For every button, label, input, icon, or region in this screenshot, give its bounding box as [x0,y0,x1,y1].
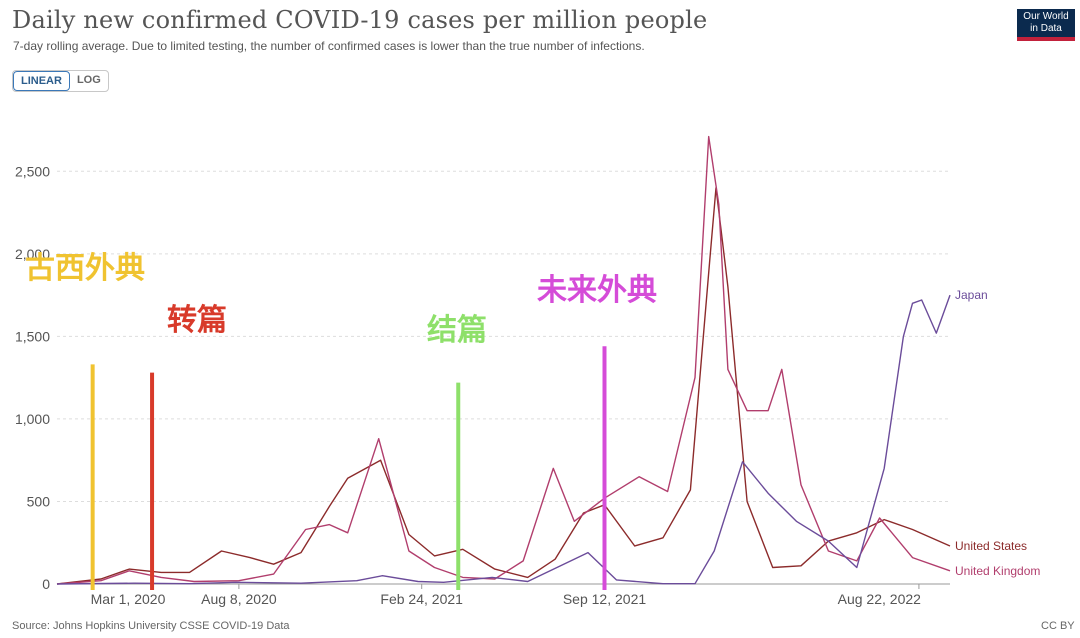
logo-line1: Our World [1023,11,1069,22]
series-label-united-kingdom: United Kingdom [955,564,1040,578]
annotation-label: 古西外典 [25,251,145,286]
scale-toggle: LINEAR LOG [12,70,109,92]
x-tick-label: Sep 12, 2021 [563,591,647,607]
series-line-united-kingdom [56,135,951,585]
license-link[interactable]: CC BY [1041,620,1075,632]
series-label-japan: Japan [955,288,988,302]
y-tick-label: 1,500 [15,328,50,344]
series-label-united-states: United States [955,539,1027,553]
annotation-label: 未来外典 [537,273,657,308]
y-tick-label: 1,000 [15,411,50,427]
chart-title: Daily new confirmed COVID-19 cases per m… [12,6,708,34]
x-tick-label: Aug 22, 2022 [838,591,922,607]
annotation-label: 转篇 [167,303,227,338]
annotation-label: 结篇 [427,313,487,348]
owid-logo[interactable]: Our World in Data [1017,9,1075,41]
x-tick-label: Feb 24, 2021 [380,591,463,607]
x-tick-label: Aug 8, 2020 [201,591,277,607]
series-line-united-states [56,187,951,585]
chart-subtitle: 7-day rolling average. Due to limited te… [13,39,645,53]
source-note[interactable]: Source: Johns Hopkins University CSSE CO… [12,620,290,632]
linear-scale-button[interactable]: LINEAR [13,71,70,91]
logo-line2: in Data [1030,23,1062,34]
y-tick-label: 0 [42,576,50,592]
y-tick-label: 2,500 [15,163,50,179]
y-tick-label: 500 [27,493,51,509]
series-line-japan [56,294,951,585]
y-tick-label: 2,000 [15,246,50,262]
x-tick-label: Mar 1, 2020 [91,591,166,607]
log-scale-button[interactable]: LOG [76,74,101,86]
